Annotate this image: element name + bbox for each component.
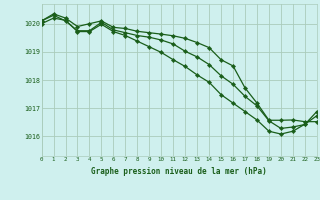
X-axis label: Graphe pression niveau de la mer (hPa): Graphe pression niveau de la mer (hPa) — [91, 167, 267, 176]
